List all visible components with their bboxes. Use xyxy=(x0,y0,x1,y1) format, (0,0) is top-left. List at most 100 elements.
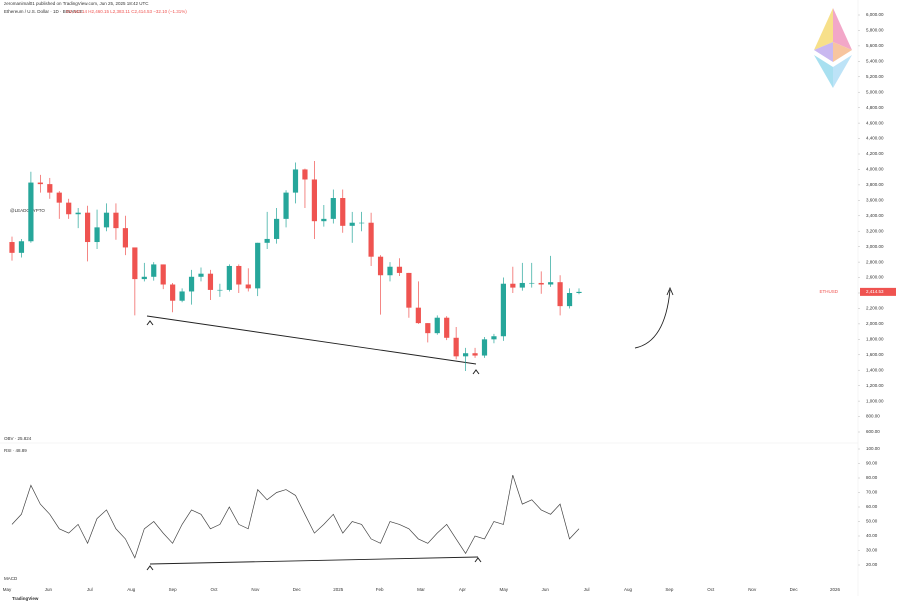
y-tick-label: 5,000.00 xyxy=(866,89,884,94)
brand: TradingView xyxy=(12,596,39,601)
arrow-head xyxy=(666,286,674,296)
x-tick-label: Jul xyxy=(87,587,93,592)
candle-body xyxy=(274,218,280,239)
x-tick-label: Oct xyxy=(210,587,218,592)
y-tick-label: 4,800.00 xyxy=(866,105,884,110)
x-tick-label: Jul xyxy=(584,587,590,592)
x-tick-label: Jun xyxy=(45,587,53,592)
candle-body xyxy=(425,323,431,334)
x-tick-label: Dec xyxy=(790,587,799,592)
candle-body xyxy=(37,182,43,185)
y-tick-label: 50.00 xyxy=(866,519,878,524)
candle-body xyxy=(264,238,270,243)
candle-body xyxy=(75,212,81,215)
obv-label: OBV · 25.824 xyxy=(4,436,32,441)
candle-body xyxy=(557,282,563,307)
y-tick-label: 2,800.00 xyxy=(866,259,884,264)
x-tick-label: Dec xyxy=(293,587,302,592)
candle-body xyxy=(85,212,91,243)
macd-label: MACD xyxy=(4,576,18,581)
symbol: Ethereum / U.S. Dollar · 1D · BINANCE xyxy=(4,9,83,14)
last-price-box xyxy=(860,287,896,296)
y-tick-label: 5,800.00 xyxy=(866,28,884,33)
candle-body xyxy=(226,265,232,290)
candle-body xyxy=(481,339,488,356)
candle-body xyxy=(56,192,62,203)
y-tick-label: 40.00 xyxy=(866,533,878,538)
candle-body xyxy=(132,247,138,280)
candle-body xyxy=(245,284,251,289)
candle-body xyxy=(283,192,289,219)
y-tick-label: 2,000.00 xyxy=(866,321,884,326)
y-tick-label: 4,400.00 xyxy=(866,136,884,141)
y-tick-label: 4,600.00 xyxy=(866,120,884,125)
y-tick-label: 3,400.00 xyxy=(866,213,884,218)
x-tick-label: Aug xyxy=(624,587,633,592)
candle-body xyxy=(387,266,393,276)
x-tick-label: Nov xyxy=(251,587,260,592)
x-tick-label: Sep xyxy=(169,587,178,592)
candle-body xyxy=(255,242,261,289)
candle-body xyxy=(66,202,72,215)
y-tick-label: 1,800.00 xyxy=(866,337,884,342)
candle-body xyxy=(538,282,544,285)
candle-body xyxy=(453,337,459,357)
candle-body xyxy=(519,282,525,288)
y-tick-label: 30.00 xyxy=(866,548,878,553)
x-tick-label: Aug xyxy=(127,587,136,592)
candle-body xyxy=(368,222,374,257)
publisher: zeromanimal01 published on TradingView.c… xyxy=(4,1,149,6)
arrow xyxy=(634,289,671,349)
y-tick-label: 3,200.00 xyxy=(866,228,884,233)
candle-body xyxy=(236,265,242,285)
y-tick-label: 5,600.00 xyxy=(866,43,884,48)
pane-title: RSI · 48.89 xyxy=(4,448,27,453)
candle-body xyxy=(28,182,34,242)
candle-body xyxy=(463,353,469,357)
y-tick-label: 800.00 xyxy=(866,414,880,419)
candle-body xyxy=(302,169,308,180)
candle-body xyxy=(500,283,506,337)
candle-body xyxy=(340,198,346,226)
candle-body xyxy=(321,218,327,222)
rsi-line xyxy=(11,474,580,559)
candle-body xyxy=(377,256,384,276)
candle-body xyxy=(217,289,223,291)
candle-body xyxy=(207,273,214,290)
y-tick-label: 4,200.00 xyxy=(866,151,884,156)
x-tick-label: 2025 xyxy=(333,587,344,592)
candle-body xyxy=(349,222,355,226)
candle-body xyxy=(94,227,100,243)
y-tick-label: 4,000.00 xyxy=(866,167,884,172)
caret xyxy=(146,320,482,571)
x-tick-label: May xyxy=(500,587,509,592)
y-tick-label: 600.00 xyxy=(866,429,880,434)
x-tick-label: 2026 xyxy=(830,587,841,592)
y-tick-label: 5,200.00 xyxy=(866,74,884,79)
candle-body xyxy=(529,282,535,284)
candle-body xyxy=(170,284,176,301)
x-tick-label: Feb xyxy=(376,587,384,592)
x-tick-label: Mar xyxy=(417,587,425,592)
symbol-tag: ETHUSD xyxy=(819,289,838,294)
candle-body xyxy=(444,317,450,338)
candle-body xyxy=(9,242,15,253)
candle-body xyxy=(548,282,554,285)
y-tick-label: 20.00 xyxy=(866,562,878,567)
y-tick-label: 1,400.00 xyxy=(866,367,884,372)
candle-body xyxy=(415,307,421,324)
x-tick-label: Apr xyxy=(459,587,467,592)
y-tick-label: 100.00 xyxy=(866,446,880,451)
candle-body xyxy=(576,291,582,293)
candle-body xyxy=(566,293,573,307)
eth-logo xyxy=(814,8,852,88)
handle: @LEADCRYPTO xyxy=(10,208,45,213)
candle-body xyxy=(311,179,317,222)
y-tick-label: 60.00 xyxy=(866,504,878,509)
candle-body xyxy=(472,353,478,356)
y-tick-label: 2,200.00 xyxy=(866,306,884,311)
y-tick-label: 3,000.00 xyxy=(866,244,884,249)
y-tick-label: 90.00 xyxy=(866,461,878,466)
